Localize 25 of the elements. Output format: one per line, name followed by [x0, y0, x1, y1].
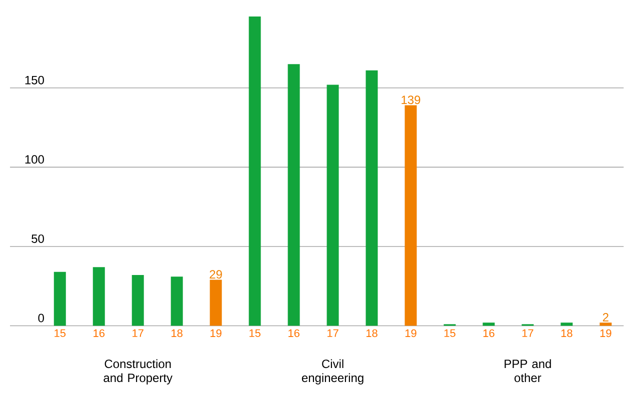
x-tick-label: 19: [210, 329, 222, 338]
y-tick-label: 50: [32, 234, 44, 244]
y-tick-label: 150: [25, 76, 44, 84]
x-tick-label: 17: [522, 329, 534, 338]
x-tick-label: 17: [328, 329, 338, 338]
x-tick-label: 17: [132, 329, 144, 338]
x-tick-label: 19: [600, 329, 612, 338]
x-tick-label: 15: [444, 329, 456, 338]
data-label: 2: [602, 313, 608, 322]
x-tick-label: 18: [172, 329, 182, 338]
x-tick-label: 19: [405, 329, 416, 338]
x-tick-label: 15: [54, 329, 66, 338]
text: Construction and Property: [104, 359, 172, 385]
y-tick-label: 0: [38, 314, 44, 322]
x-tick-label: 16: [288, 329, 300, 338]
data-label: 29: [210, 270, 222, 279]
x-tick-label: 18: [561, 329, 572, 338]
x-tick-label: 16: [483, 329, 494, 338]
data-label: 139: [402, 96, 420, 104]
y-tick-label: 100: [25, 155, 44, 164]
x-tick-label: 18: [366, 329, 378, 338]
text: Civil engineering: [302, 359, 364, 385]
text: PPP and other: [504, 359, 551, 382]
x-tick-label: 15: [250, 329, 260, 338]
x-tick-label: 16: [94, 329, 105, 338]
